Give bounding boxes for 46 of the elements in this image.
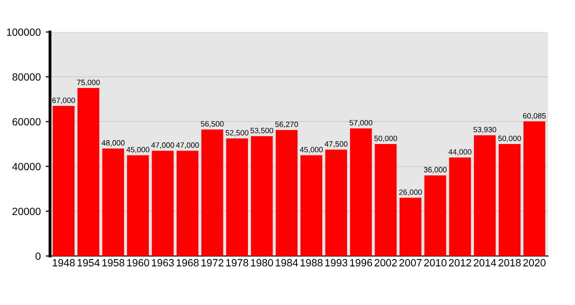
bar	[474, 135, 496, 256]
x-tick-label: 2020	[523, 259, 546, 266]
x-tick-label: 2018	[498, 259, 521, 266]
bar	[498, 144, 520, 256]
bar	[449, 157, 471, 256]
bar	[350, 128, 372, 256]
x-tick-label: 1972	[201, 259, 224, 266]
bar	[176, 150, 198, 256]
bar	[523, 121, 546, 256]
y-tick-label: 60000	[12, 118, 41, 126]
x-tick-label: 1996	[350, 259, 372, 266]
x-tick-label: 2010	[424, 259, 446, 266]
bar	[250, 136, 273, 256]
x-tick-label: 1988	[300, 259, 323, 266]
bar	[127, 155, 149, 256]
x-tick-label: 2012	[448, 259, 472, 266]
bar	[226, 138, 248, 256]
bar	[374, 144, 397, 256]
x-tick-label: 1984	[276, 259, 298, 266]
x-tick-label: 1980	[251, 259, 274, 266]
bar	[102, 148, 124, 256]
x-tick-label: 1948	[52, 259, 75, 266]
bar	[400, 198, 422, 256]
x-tick-label: 2014	[474, 259, 496, 266]
bar	[424, 175, 446, 256]
bar	[52, 106, 75, 256]
x-tick-label: 1978	[226, 259, 248, 266]
x-tick-label: 1993	[325, 259, 348, 266]
bar	[152, 150, 174, 256]
bar	[201, 129, 224, 256]
bar	[276, 130, 298, 256]
x-tick-label: 1960	[127, 259, 150, 266]
y-tick-label: 0	[36, 252, 41, 260]
y-tick-label: 100000	[7, 28, 41, 36]
y-tick-label: 80000	[12, 73, 41, 81]
x-tick-label: 2002	[374, 259, 397, 266]
y-tick-label: 20000	[12, 208, 41, 216]
x-tick-label: 1963	[152, 259, 174, 266]
bar	[78, 88, 100, 256]
bar	[300, 155, 322, 256]
x-tick-label: 1954	[78, 259, 100, 266]
x-tick-label: 1958	[102, 259, 124, 266]
x-tick-label: 2007	[399, 259, 422, 266]
y-tick-label: 40000	[12, 162, 41, 170]
bar	[325, 150, 348, 256]
x-tick-label: 1968	[176, 259, 199, 266]
